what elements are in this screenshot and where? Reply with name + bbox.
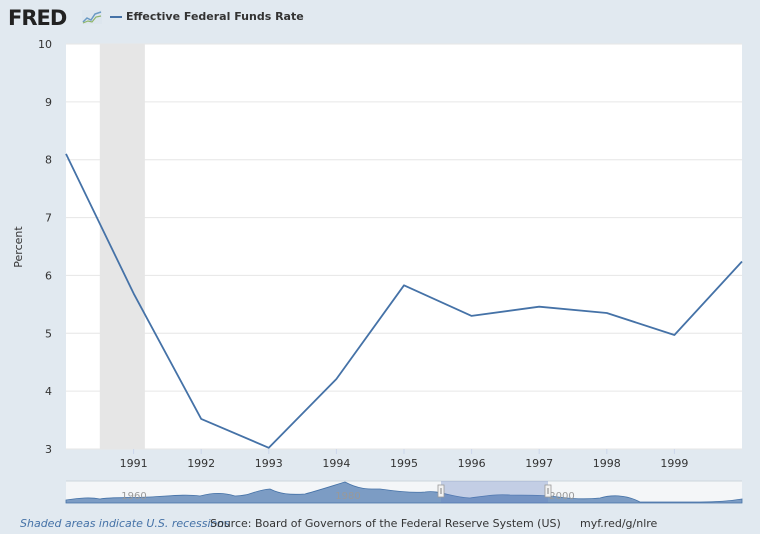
x-tick-label: 1991	[120, 457, 148, 470]
legend: Effective Federal Funds Rate	[110, 10, 304, 23]
series-line	[65, 153, 743, 449]
x-tick-label: 1994	[322, 457, 350, 470]
navigator-selected-range[interactable]	[441, 481, 548, 503]
x-tick-label: 1995	[390, 457, 418, 470]
short-link[interactable]: myf.red/g/nlre	[580, 517, 658, 530]
y-tick-label: 5	[45, 327, 52, 340]
fred-chart-icon	[82, 10, 102, 24]
y-tick-label: 10	[38, 38, 52, 51]
x-tick-label: 1993	[255, 457, 283, 470]
x-tick-label: 1996	[458, 457, 486, 470]
y-tick-label: 6	[45, 269, 52, 282]
recession-note: Shaded areas indicate U.S. recessions	[20, 517, 230, 530]
recession-layer	[99, 44, 145, 449]
y-tick-label: 4	[45, 385, 52, 398]
y-tick-label: 9	[45, 96, 52, 109]
x-tick-label: 1997	[525, 457, 553, 470]
x-tick-layer: 1991 1992 1993 1994 1995 1996 1997 1998 1999	[120, 449, 688, 470]
y-tick-layer: 3 4 5 6 7 8 9 10	[38, 38, 52, 456]
navigator[interactable]: 1960 1980 2000	[65, 480, 743, 504]
plot-background	[66, 44, 742, 449]
navigator-area	[65, 481, 743, 504]
navigator-label-layer: 1960 1980 2000	[121, 491, 574, 502]
legend-label: Effective Federal Funds Rate	[126, 10, 304, 23]
y-tick-label: 3	[45, 443, 52, 456]
x-tick-label: 1999	[660, 457, 688, 470]
x-tick-label: 1998	[593, 457, 621, 470]
legend-swatch	[110, 16, 122, 18]
y-axis-label: Percent	[12, 226, 25, 268]
navigator-label: 2000	[549, 491, 574, 502]
y-tick-label: 8	[45, 154, 52, 167]
recession-band	[99, 44, 145, 449]
grid-layer	[66, 43, 742, 450]
x-tick-label: 1992	[187, 457, 215, 470]
navigator-label: 1960	[121, 491, 146, 502]
navigator-label: 1980	[335, 491, 360, 502]
fred-logo[interactable]: FRED	[8, 6, 67, 30]
y-tick-label: 7	[45, 212, 52, 225]
source-text: Source: Board of Governors of the Federa…	[210, 517, 561, 530]
